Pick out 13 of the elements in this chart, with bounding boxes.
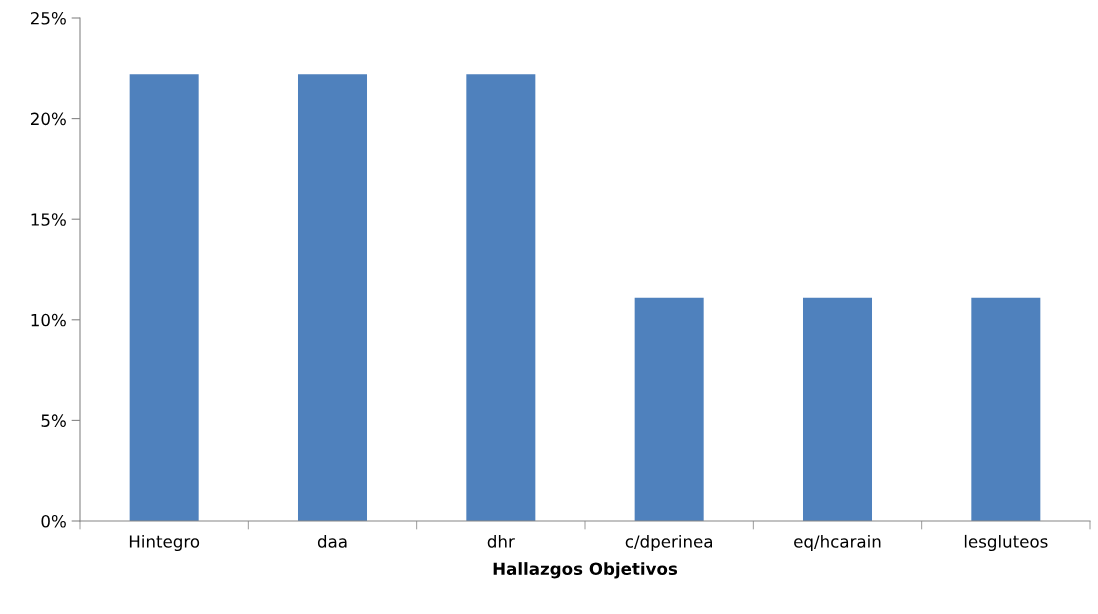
y-tick-label: 5% (41, 414, 66, 427)
x-axis-title: Hallazgos Objetivos (493, 562, 678, 579)
x-tick-label: daa (317, 534, 347, 548)
y-tick-label: 25% (30, 11, 66, 25)
x-tick-label: dhr (487, 534, 515, 548)
y-tick-label: 10% (31, 313, 66, 327)
x-tick-label: eq/hcarain (794, 534, 881, 552)
y-tick-label: 15% (31, 213, 66, 226)
x-tick-label: c/dperinea (625, 534, 712, 552)
x-tick-label: Hintegro (129, 534, 200, 552)
y-tick-label: 0% (41, 514, 66, 528)
x-tick-label: lesgluteos (964, 534, 1048, 552)
y-tick-label: 20% (30, 112, 66, 126)
